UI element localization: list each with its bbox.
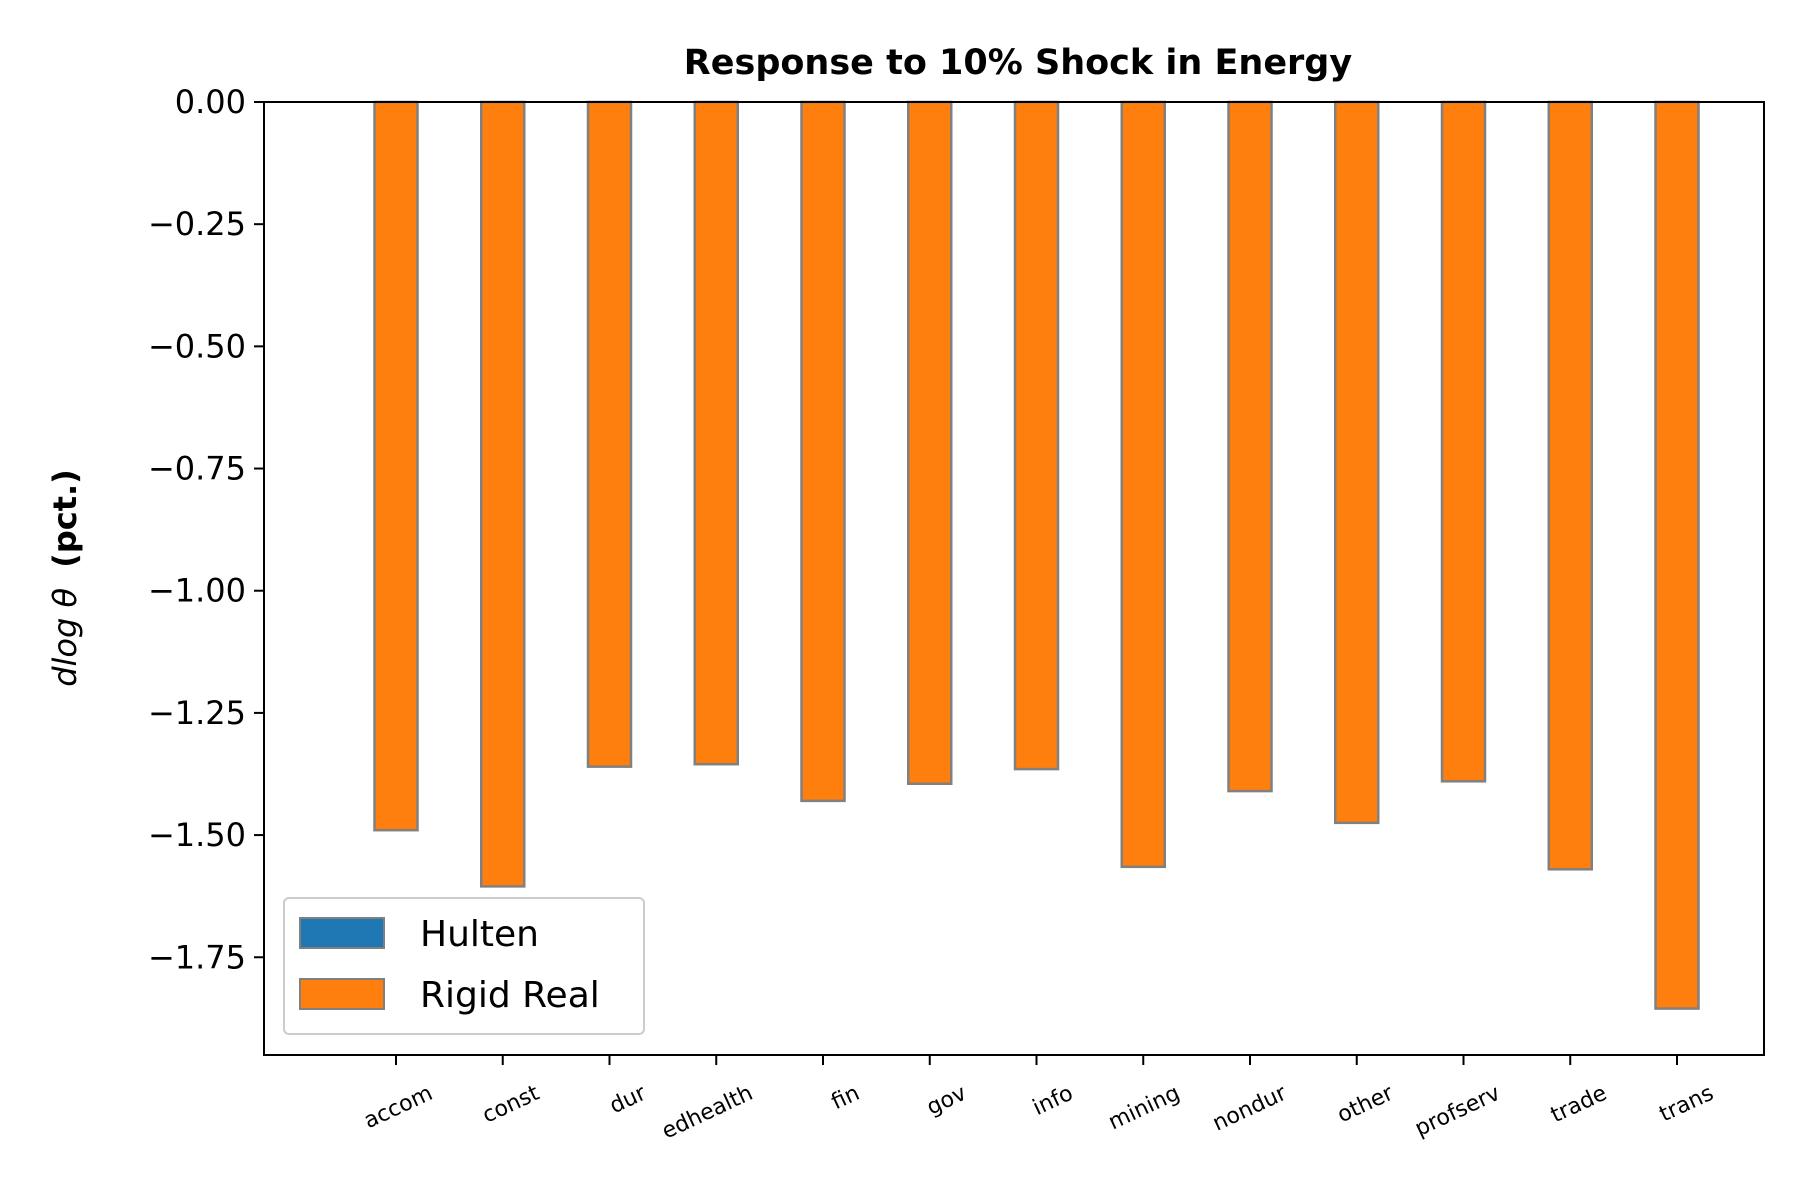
y-axis-label: dlog θ (pct.) <box>46 469 84 687</box>
bar-rigid-real-trade <box>1547 100 1593 871</box>
x-tick-label-mining: mining <box>1105 1081 1184 1136</box>
x-tick-label-profserv: profserv <box>1411 1081 1504 1142</box>
chart-title: Response to 10% Shock in Energy <box>684 43 1353 83</box>
legend-label-hulten: Hulten <box>420 914 539 955</box>
bar-rigid-real-dur <box>586 100 633 768</box>
x-tick-label-edhealth: edhealth <box>658 1081 757 1145</box>
legend-swatch-rigid-real <box>299 978 385 1010</box>
x-tick-label-other: other <box>1334 1080 1399 1128</box>
bar-rigid-real-other <box>1334 100 1380 825</box>
bars <box>373 100 1700 1010</box>
bar-rigid-real-mining <box>1120 100 1166 869</box>
x-axis: accom const dur edhealth fin gov info mining non… <box>360 1055 1718 1145</box>
bar-rigid-real-edhealth <box>693 100 739 766</box>
y-tick-label: −0.75 <box>148 450 246 488</box>
y-tick-label: −1.50 <box>148 816 246 854</box>
x-tick-label-nondur: nondur <box>1209 1080 1291 1136</box>
x-tick-label-const: const <box>479 1081 544 1129</box>
legend-label-rigid-real: Rigid Real <box>420 975 600 1016</box>
bar-rigid-real-fin <box>800 100 846 803</box>
y-tick-label: 0.00 <box>175 83 246 121</box>
y-tick-label: −1.00 <box>148 572 246 610</box>
bar-rigid-real-accom <box>373 100 419 832</box>
plot-frame <box>263 101 1765 1056</box>
x-tick-label-gov: gov <box>923 1081 970 1121</box>
y-axis: 0.00 −0.25 −0.50 −0.75 −1.00 −1.25 −1.50 −1.75 <box>148 83 264 976</box>
y-axis-label-math: dlog θ <box>46 588 84 687</box>
x-tick-label-info: info <box>1029 1081 1077 1121</box>
bar-rigid-real-profserv <box>1440 100 1487 783</box>
x-tick-label-accom: accom <box>360 1081 436 1134</box>
bar-rigid-real-gov <box>907 100 953 786</box>
bar-rigid-real-info <box>1013 100 1060 771</box>
y-axis-label-unit: (pct.) <box>46 469 84 568</box>
bar-rigid-real-nondur <box>1227 100 1273 793</box>
x-tick-label-fin: fin <box>828 1081 864 1115</box>
y-tick-label: −1.25 <box>148 694 246 732</box>
y-tick-label: −0.25 <box>148 205 246 243</box>
x-tick-label-dur: dur <box>606 1080 651 1119</box>
x-tick-label-trans: trans <box>1656 1081 1718 1128</box>
legend-swatch-hulten <box>299 917 385 949</box>
x-tick-label-trade: trade <box>1547 1081 1611 1128</box>
bar-rigid-real-const <box>480 100 526 888</box>
svg-text:dlog θ (pct.): dlog θ (pct.) <box>46 469 84 687</box>
y-tick-label: −1.75 <box>148 938 246 976</box>
legend: Hulten Rigid Real <box>283 897 645 1035</box>
bar-rigid-real-trans <box>1654 100 1700 1010</box>
y-tick-label: −0.50 <box>148 327 246 365</box>
